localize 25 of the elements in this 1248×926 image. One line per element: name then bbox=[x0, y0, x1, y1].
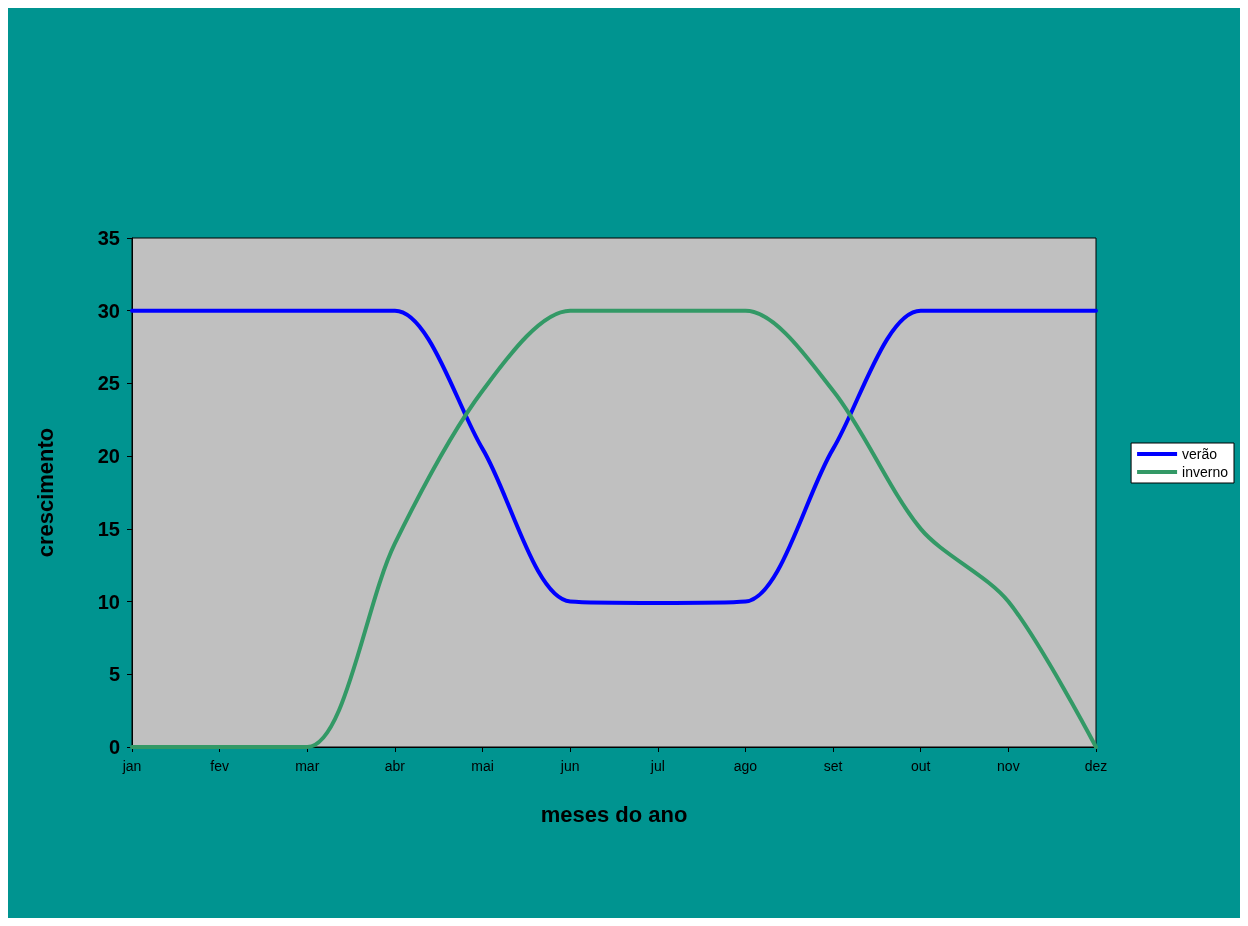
x-tick-label: nov bbox=[997, 758, 1020, 774]
x-tick-label: dez bbox=[1084, 758, 1108, 774]
x-axis-title: meses do ano bbox=[540, 801, 688, 827]
x-tick-label: mar bbox=[295, 758, 320, 774]
line-series bbox=[130, 308, 1098, 606]
x-tick-label: ago bbox=[733, 758, 758, 774]
y-tick-label: 5 bbox=[108, 663, 120, 686]
x-tick-label: mai bbox=[471, 758, 494, 774]
y-tick-label: 0 bbox=[108, 736, 120, 758]
x-tick-label: jan bbox=[121, 758, 142, 774]
y-tick-label: 30 bbox=[97, 299, 120, 322]
x-tick-label: fev bbox=[210, 758, 229, 774]
x-tick-label: out bbox=[910, 758, 931, 774]
legend-label: verão bbox=[1182, 446, 1218, 462]
x-tick-label: jul bbox=[649, 758, 665, 774]
y-tick-label: 10 bbox=[97, 590, 120, 613]
y-tick-label: 15 bbox=[97, 517, 120, 540]
y-tick-label: 35 bbox=[97, 227, 120, 249]
x-tick-label: jun bbox=[559, 758, 580, 774]
y-tick-label: 25 bbox=[97, 372, 120, 395]
x-tick-label: abr bbox=[384, 758, 406, 774]
y-tick-label: 20 bbox=[97, 445, 120, 468]
legend-label: inverno bbox=[1182, 464, 1229, 480]
y-axis-title: crescimento bbox=[32, 427, 58, 558]
x-tick-label: set bbox=[823, 758, 843, 774]
